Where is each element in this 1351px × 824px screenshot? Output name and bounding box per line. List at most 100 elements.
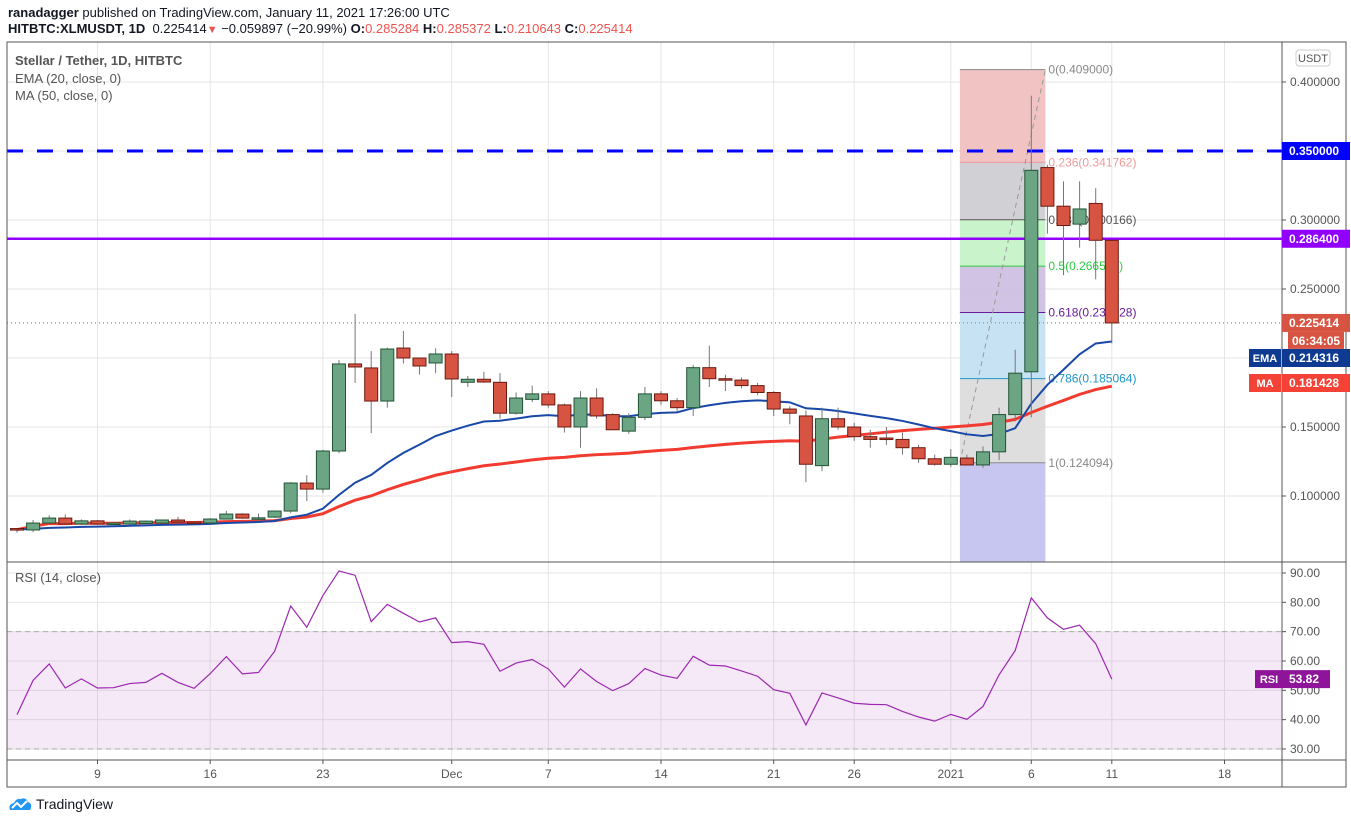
tradingview-logo[interactable]: TradingView xyxy=(8,796,113,812)
candle-body xyxy=(171,519,185,523)
candles xyxy=(10,95,1119,533)
candle-down xyxy=(927,454,942,466)
ma-legend[interactable]: MA (50, close, 0) xyxy=(15,88,113,103)
candle-up xyxy=(1024,95,1039,418)
candle-up xyxy=(1008,349,1023,422)
symbol-info-line: HITBTC:XLMUSDT, 1D 0.225414▼ −0.059897 (… xyxy=(8,21,633,36)
time-tick-label: 21 xyxy=(767,767,781,781)
candle-down xyxy=(959,454,974,466)
candle-up xyxy=(315,449,330,493)
candle-body xyxy=(718,378,733,381)
candle-up xyxy=(815,407,829,472)
last-price-label-bg xyxy=(1282,313,1350,332)
candle-body xyxy=(1008,372,1023,416)
candle-body xyxy=(525,393,540,400)
candle-body xyxy=(1024,169,1039,373)
candle-body xyxy=(702,367,717,380)
fib-zone-1 xyxy=(959,462,1046,562)
rsi-legend[interactable]: RSI (14, close) xyxy=(15,570,101,585)
currency-badge xyxy=(1295,49,1331,67)
candle-body xyxy=(396,347,411,359)
candle-body xyxy=(444,353,459,380)
time-tick-label: 16 xyxy=(204,767,218,781)
candle-body xyxy=(315,450,330,490)
candle-body xyxy=(654,393,668,402)
rsi-tick-label: 70.00 xyxy=(1290,625,1320,639)
candle-down xyxy=(798,410,813,483)
ema-price-label-tag: EMA xyxy=(1253,353,1278,365)
candle-body xyxy=(976,451,990,466)
ma-price-label-bg xyxy=(1282,374,1350,392)
candle-body xyxy=(911,447,926,460)
candle-down xyxy=(1088,188,1103,280)
time-tick-label: 14 xyxy=(654,767,668,781)
moving-averages xyxy=(16,340,1113,532)
candle-down xyxy=(171,516,185,523)
candle-up xyxy=(573,391,588,448)
time-tick-label: 11 xyxy=(1106,767,1119,781)
candle-up xyxy=(26,520,41,533)
down-arrow-icon: ▼ xyxy=(206,24,218,36)
chart-title: Stellar / Tether, 1D, HITBTC xyxy=(15,53,183,68)
rsi-tick-label: 90.00 xyxy=(1290,566,1320,580)
candle-up xyxy=(428,348,443,374)
candle-down xyxy=(734,377,749,389)
candle-up xyxy=(509,392,524,415)
close-label: C: xyxy=(564,21,579,36)
candle-up xyxy=(976,446,990,468)
candle-body xyxy=(26,522,41,531)
candle-down xyxy=(187,521,202,525)
candle-down xyxy=(654,391,668,405)
candle-up xyxy=(525,385,540,403)
candle-up xyxy=(1072,181,1087,248)
candle-body xyxy=(219,513,234,520)
candle-up xyxy=(621,413,636,434)
resistance-1-price-label-bg xyxy=(1282,142,1350,160)
candle-up xyxy=(122,519,137,525)
rsi-tag-bg xyxy=(1255,670,1283,689)
candle-up xyxy=(251,513,266,522)
candle-down xyxy=(589,388,604,419)
candle-body xyxy=(1072,208,1087,225)
fib-zone-0 xyxy=(959,69,1046,163)
candle-down xyxy=(90,520,105,525)
high-label: H: xyxy=(422,21,437,36)
candle-body xyxy=(138,520,153,524)
candle-body xyxy=(90,520,105,525)
candle-up xyxy=(637,386,652,421)
candle-body xyxy=(605,414,620,431)
candle-body xyxy=(766,392,781,410)
candle-down xyxy=(895,432,910,455)
candle-up xyxy=(460,375,475,387)
rsi-tick-label: 40.00 xyxy=(1290,713,1320,727)
horizontal-lines[interactable] xyxy=(7,149,1282,324)
ema-price-label-tag-bg xyxy=(1249,349,1281,367)
time-tick-label: 26 xyxy=(848,767,862,781)
open-value: 0.285284 xyxy=(365,21,420,36)
candle-body xyxy=(637,393,652,418)
candle-down xyxy=(299,475,314,501)
candle-body xyxy=(428,353,443,364)
ma-price-label-tag: MA xyxy=(1256,378,1273,390)
candle-body xyxy=(1088,202,1103,241)
resistance-1-price-label: 0.350000 xyxy=(1289,144,1339,158)
candle-body xyxy=(10,528,24,531)
candle-body xyxy=(943,456,958,465)
rsi-tick-label: 80.00 xyxy=(1290,595,1320,609)
publisher-name[interactable]: ranadagger xyxy=(8,5,79,20)
time-tick-label: 23 xyxy=(316,767,330,781)
candle-up xyxy=(992,407,1007,461)
candle-up xyxy=(203,518,218,524)
candle-up xyxy=(686,364,701,416)
candle-body xyxy=(895,438,910,449)
candle-body xyxy=(992,414,1007,453)
fib-level-label: 0.618(0.232928) xyxy=(1048,306,1136,320)
candle-down xyxy=(10,528,24,533)
ema-legend[interactable]: EMA (20, close, 0) xyxy=(15,71,122,86)
time-tick-label: 18 xyxy=(1218,767,1232,781)
close-value: 0.225414 xyxy=(578,21,633,36)
candle-body xyxy=(686,367,701,409)
publisher-line: ranadagger published on TradingView.com,… xyxy=(8,5,450,20)
time-tick-label: Dec xyxy=(441,767,462,781)
